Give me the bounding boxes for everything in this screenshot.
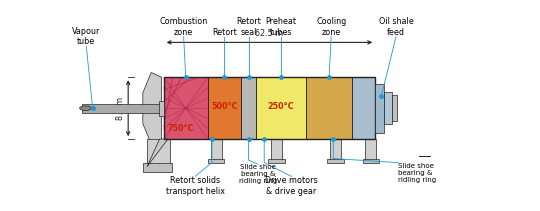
Bar (268, 159, 285, 163)
Text: Vapour
tube: Vapour tube (72, 27, 100, 46)
Text: 8.2 m: 8.2 m (116, 97, 125, 120)
Bar (241, 77, 256, 139)
Text: Retort
seal: Retort seal (236, 17, 261, 37)
Text: Drive motors
& drive gear: Drive motors & drive gear (265, 176, 318, 196)
Bar (164, 77, 208, 139)
Text: Retort: Retort (212, 28, 237, 37)
Bar (208, 159, 225, 163)
Bar (147, 139, 170, 167)
Text: 750°C: 750°C (168, 124, 194, 133)
Bar (366, 139, 376, 160)
Text: Combustion
zone: Combustion zone (159, 17, 208, 37)
Text: Oil shale
feed: Oil shale feed (379, 17, 414, 37)
Bar (208, 77, 241, 139)
Text: Cooling
zone: Cooling zone (316, 17, 346, 37)
Bar (143, 163, 172, 172)
Bar (164, 77, 375, 139)
Bar (352, 77, 375, 139)
Bar (375, 84, 384, 133)
Text: Retort solids
transport helix: Retort solids transport helix (166, 176, 225, 196)
Bar (159, 101, 164, 116)
Bar (211, 139, 221, 160)
Bar (362, 159, 379, 163)
Bar (256, 77, 306, 139)
Bar (330, 139, 341, 160)
Text: 250°C: 250°C (268, 102, 294, 111)
Bar (384, 92, 392, 124)
Text: 62.5 m: 62.5 m (255, 29, 284, 38)
Polygon shape (147, 139, 168, 167)
Text: Slide shoe
bearing &
ridling ring: Slide shoe bearing & ridling ring (398, 163, 436, 183)
Bar (82, 104, 164, 113)
Bar (271, 139, 282, 160)
Bar (306, 77, 352, 139)
Text: 500°C: 500°C (211, 102, 238, 111)
Text: Preheat
tubes: Preheat tubes (266, 17, 296, 37)
Bar (392, 95, 397, 121)
Bar (327, 159, 343, 163)
Text: Slide shoe
bearing &
ridling ring: Slide shoe bearing & ridling ring (239, 164, 277, 184)
Circle shape (79, 106, 91, 110)
Polygon shape (143, 72, 161, 144)
